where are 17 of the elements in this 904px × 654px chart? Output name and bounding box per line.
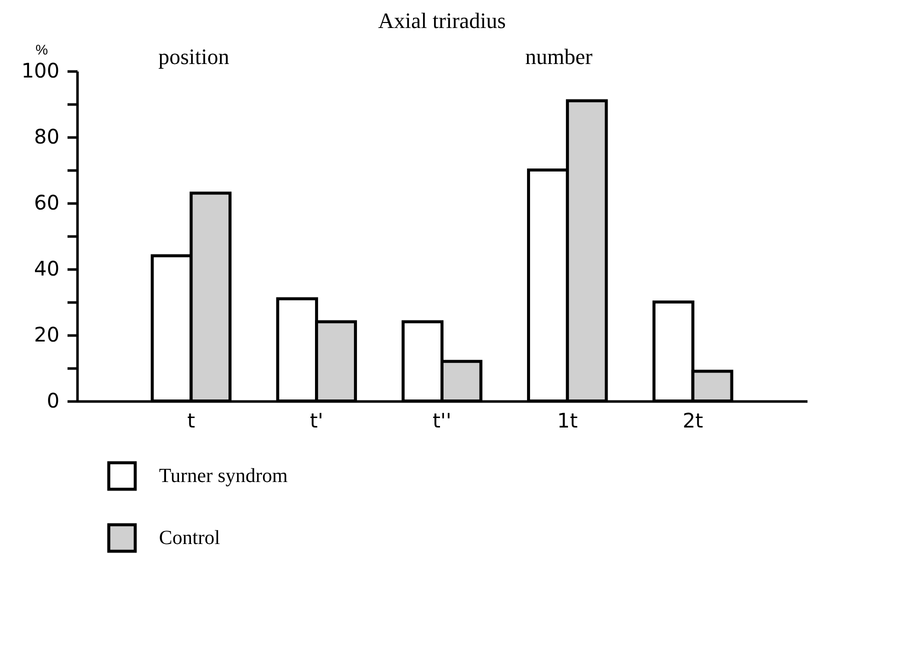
y-tick-label: 60	[34, 190, 60, 214]
x-tick-label: t	[187, 408, 196, 432]
y-tick-label: 40	[34, 256, 60, 280]
y-tick-label: 20	[34, 322, 60, 346]
y-tick-label: 80	[34, 124, 60, 148]
x-tick-label: t'	[310, 408, 324, 432]
y-axis-title: %	[36, 42, 48, 58]
x-tick-label: t''	[432, 408, 452, 432]
legend-label: Control	[159, 527, 221, 549]
legend-label: Turner syndrom	[159, 465, 288, 487]
y-tick-label: 0	[46, 388, 60, 412]
y-tick-label: 100	[21, 58, 60, 82]
text: position	[158, 44, 230, 69]
x-tick-label: 1t	[557, 408, 578, 432]
x-tick-label: 2t	[682, 408, 704, 432]
chart-title: Axial triradius	[378, 8, 506, 33]
text: number	[525, 44, 594, 69]
